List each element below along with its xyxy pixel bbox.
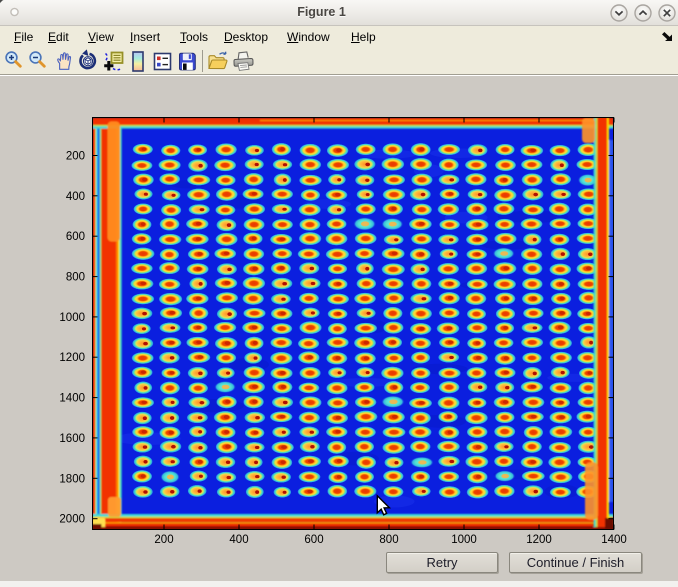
svg-text:600: 600 (66, 231, 85, 243)
svg-text:800: 800 (66, 272, 85, 284)
svg-text:800: 800 (379, 534, 398, 546)
svg-text:400: 400 (229, 534, 248, 546)
svg-text:1200: 1200 (526, 534, 552, 546)
svg-text:200: 200 (66, 151, 85, 163)
svg-text:1400: 1400 (601, 534, 627, 546)
svg-text:600: 600 (304, 534, 323, 546)
svg-text:1800: 1800 (59, 473, 85, 485)
svg-text:1200: 1200 (59, 352, 85, 364)
svg-text:1000: 1000 (451, 534, 477, 546)
svg-text:400: 400 (66, 191, 85, 203)
svg-text:200: 200 (154, 534, 173, 546)
svg-text:1400: 1400 (59, 393, 85, 405)
svg-text:2000: 2000 (59, 514, 85, 526)
svg-text:1600: 1600 (59, 433, 85, 445)
svg-text:1000: 1000 (59, 312, 85, 324)
